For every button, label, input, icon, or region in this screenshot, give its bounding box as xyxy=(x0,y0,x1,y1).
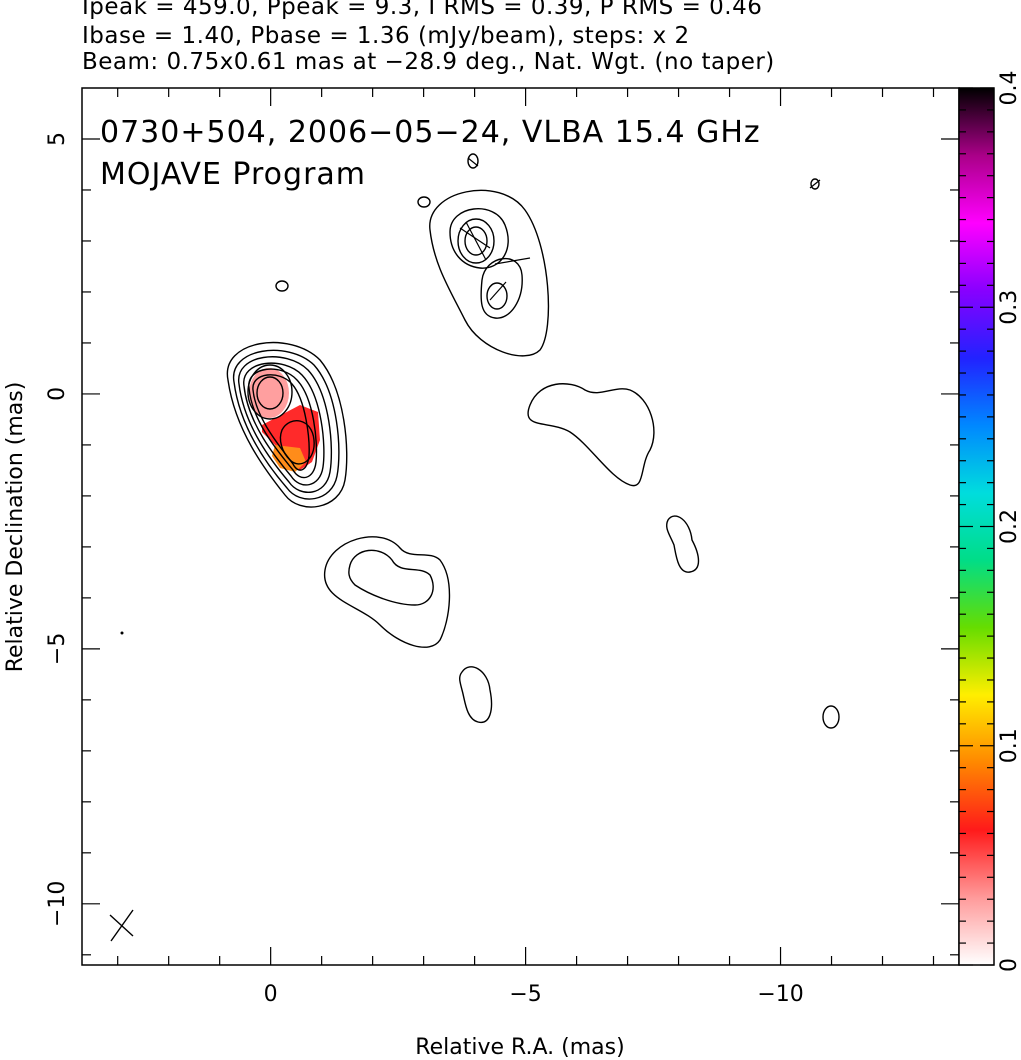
map-title: 0730+504, 2006−05−24, VLBA 15.4 GHz xyxy=(100,115,761,150)
y-tick-label: −5 xyxy=(45,633,70,665)
y-tick-label: 0 xyxy=(45,387,70,401)
evpa-tick xyxy=(459,227,491,249)
colorbar-ticks xyxy=(959,87,994,966)
header-line-3: Beam: 0.75x0.61 mas at −28.9 deg., Nat. … xyxy=(82,49,775,75)
colorbar-tick-label: 0.1 xyxy=(997,728,1021,763)
contour-knot-tiny xyxy=(275,280,289,292)
header-line-2: Ibase = 1.40, Pbase = 1.36 (mJy/beam), s… xyxy=(82,23,690,49)
contour-north-2 xyxy=(449,208,509,269)
beam-marker xyxy=(109,909,134,942)
y-tick-label: −10 xyxy=(45,881,70,927)
plot-frame xyxy=(81,87,960,966)
map-subtitle: MOJAVE Program xyxy=(100,157,366,192)
header-line-1: Ipeak = 459.0, Ppeak = 9.3, I RMS = 0.39… xyxy=(82,0,763,20)
contour-north-blob xyxy=(467,153,479,169)
colorbar-tick-label: 0.3 xyxy=(997,290,1021,325)
contour-south-jet-inner xyxy=(348,549,434,606)
y-axis-label: Relative Declination (mas) xyxy=(3,382,28,673)
x-tick-label: 0 xyxy=(264,982,278,1007)
contour-core-2 xyxy=(233,349,340,500)
colorbar-tick-label: 0.2 xyxy=(997,509,1021,544)
contour-north-6 xyxy=(486,282,508,310)
evpa-ticks xyxy=(459,157,821,301)
evpa-tick xyxy=(489,281,507,301)
contour-knot-far xyxy=(822,705,840,729)
evpa-tick xyxy=(809,179,821,189)
x-axis-ticks xyxy=(117,88,935,965)
contour-north-3 xyxy=(457,218,495,264)
contour-core-1 xyxy=(226,341,348,508)
y-axis-tick-labels: 5 0 −5 −10 xyxy=(45,132,70,927)
pol-jet-patch xyxy=(262,405,320,470)
contour-core-8 xyxy=(256,376,284,410)
beam-minor-axis xyxy=(109,914,134,937)
x-axis-label: Relative R.A. (mas) xyxy=(415,1035,624,1060)
y-tick-label: 5 xyxy=(45,132,70,146)
x-tick-label: −5 xyxy=(509,982,541,1007)
intensity-contours xyxy=(120,153,840,729)
contour-knot-ne xyxy=(810,178,820,190)
contour-core-4 xyxy=(243,362,325,486)
contour-north-4 xyxy=(464,226,488,256)
contour-knot-south xyxy=(459,666,493,724)
contour-core-3 xyxy=(238,356,333,494)
contour-inner-jet xyxy=(279,420,315,465)
contour-core-5 xyxy=(248,368,318,479)
contour-core-7 xyxy=(247,364,293,420)
x-axis-tick-labels: 0 −5 −10 xyxy=(264,982,804,1007)
contour-north-5 xyxy=(480,258,523,319)
contour-knot-east xyxy=(665,515,700,573)
evpa-tick xyxy=(494,257,531,265)
contour-core-6 xyxy=(252,374,310,471)
evpa-tick xyxy=(465,221,487,261)
colorbar-tick-label: 0.4 xyxy=(997,71,1021,106)
contour-south-jet-outer xyxy=(324,536,451,648)
x-tick-label: −10 xyxy=(757,982,803,1007)
contour-north-1 xyxy=(429,189,550,357)
contour-mid-jet xyxy=(527,383,655,487)
contour-speck xyxy=(120,631,124,635)
evpa-tick xyxy=(467,157,479,167)
colorbar-tick-label: 0 xyxy=(997,958,1021,972)
contour-north-blob-2 xyxy=(417,196,431,208)
colorbar-tick-labels: 0 0.1 0.2 0.3 0.4 xyxy=(997,71,1021,973)
y-axis-ticks xyxy=(82,138,959,956)
colorbar: 0 0.1 0.2 0.3 0.4 xyxy=(958,71,1021,973)
